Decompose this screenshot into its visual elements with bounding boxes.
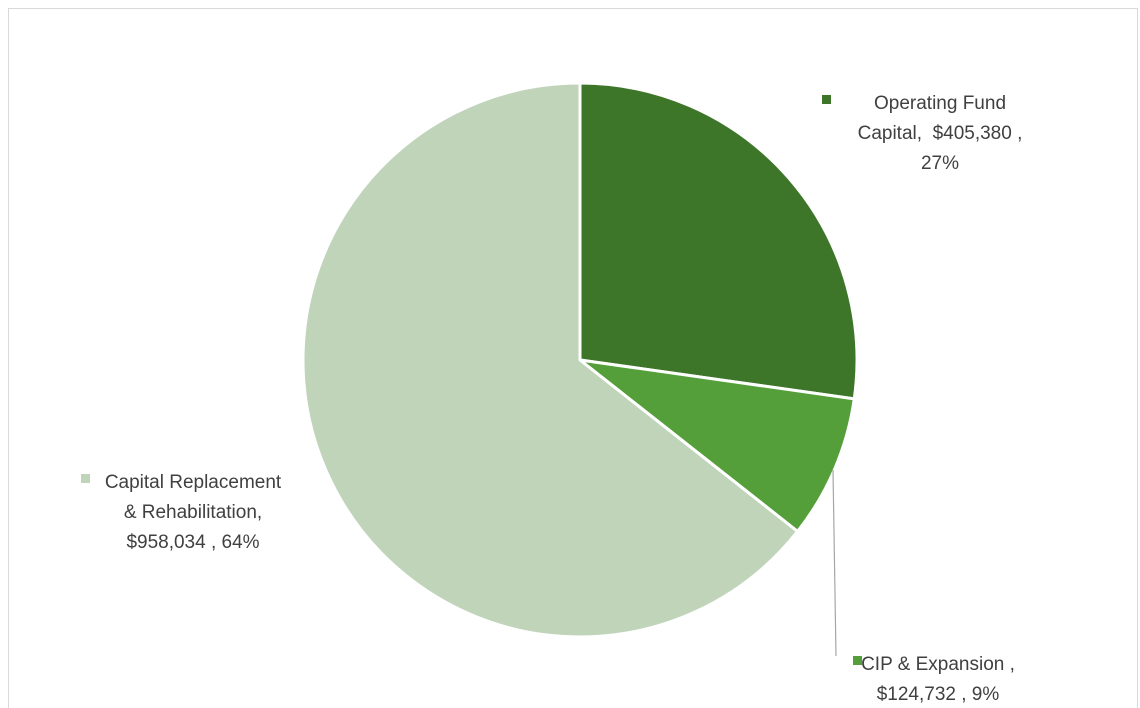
pie-slice-cip-expansion xyxy=(578,358,856,533)
slice-label-line: $958,034 , 64% xyxy=(126,532,259,553)
slice-label-line: $124,732 , 9% xyxy=(877,684,1000,704)
label-marker xyxy=(853,656,862,665)
leader-line xyxy=(832,469,837,657)
pie-slices xyxy=(301,81,859,639)
slice-labels: Operating Fund Capital, $405,380 , 27% CIP … xyxy=(81,93,1022,704)
slice-label-line: & Rehabilitation, xyxy=(124,502,262,523)
slice-label-line: CIP & Expansion , xyxy=(861,654,1015,675)
slice-label-line: Capital Replacement xyxy=(105,472,282,493)
label-marker xyxy=(822,95,831,104)
slice-label-line: Capital, $405,380 , xyxy=(858,123,1023,144)
leader-lines xyxy=(832,469,837,657)
pie-slice-operating-fund-capital xyxy=(578,81,859,401)
label-marker xyxy=(81,474,90,483)
slice-label-line: 27% xyxy=(921,153,959,174)
slice-label-line: Operating Fund xyxy=(874,93,1006,114)
pie-slice-capital-replacement-rehabilitation xyxy=(301,81,800,639)
